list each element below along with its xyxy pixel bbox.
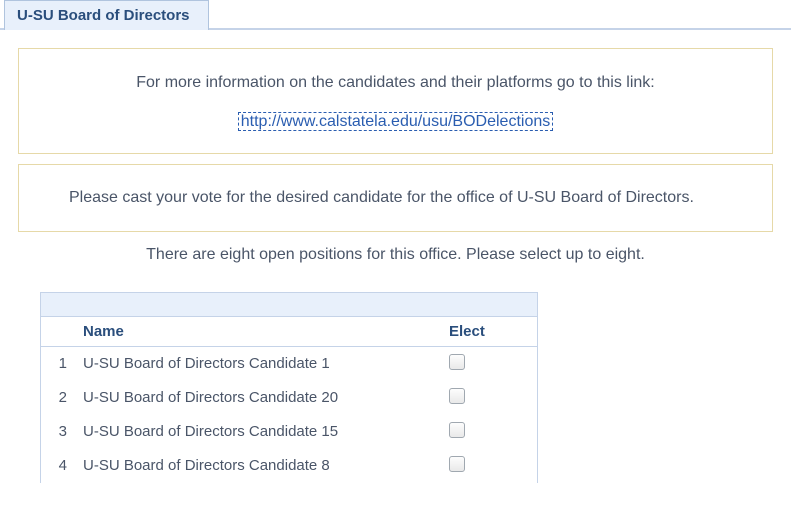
candidate-name: U-SU Board of Directors Candidate 1 — [75, 346, 441, 381]
row-number: 3 — [41, 415, 75, 449]
elect-checkbox[interactable] — [449, 456, 465, 472]
table-row: 3 U-SU Board of Directors Candidate 15 — [41, 415, 537, 449]
col-header-number — [41, 317, 75, 347]
table-row: 4 U-SU Board of Directors Candidate 8 — [41, 449, 537, 483]
vote-instruction-text: Please cast your vote for the desired ca… — [69, 185, 752, 211]
info-box: For more information on the candidates a… — [18, 48, 773, 154]
elect-checkbox[interactable] — [449, 388, 465, 404]
tab-label: U-SU Board of Directors — [17, 7, 190, 24]
vote-instruction-box: Please cast your vote for the desired ca… — [18, 164, 773, 232]
elect-checkbox[interactable] — [449, 354, 465, 370]
table-row: 1 U-SU Board of Directors Candidate 1 — [41, 346, 537, 381]
row-number: 4 — [41, 449, 75, 483]
candidates-table: Name Elect 1 U-SU Board of Directors Can… — [41, 317, 537, 483]
tab-board-directors[interactable]: U-SU Board of Directors — [4, 0, 209, 30]
table-toolbar — [41, 293, 537, 317]
positions-text: There are eight open positions for this … — [18, 246, 773, 264]
col-header-elect: Elect — [441, 317, 537, 347]
table-row: 2 U-SU Board of Directors Candidate 20 — [41, 381, 537, 415]
candidate-name: U-SU Board of Directors Candidate 15 — [75, 415, 441, 449]
col-header-name: Name — [75, 317, 441, 347]
tab-bar: U-SU Board of Directors — [0, 0, 791, 30]
info-link-row: http://www.calstatela.edu/usu/BODelectio… — [39, 113, 752, 131]
elect-checkbox[interactable] — [449, 422, 465, 438]
candidate-name: U-SU Board of Directors Candidate 8 — [75, 449, 441, 483]
bod-elections-link[interactable]: http://www.calstatela.edu/usu/BODelectio… — [238, 112, 554, 131]
row-number: 2 — [41, 381, 75, 415]
row-number: 1 — [41, 346, 75, 381]
candidates-table-wrap: Name Elect 1 U-SU Board of Directors Can… — [40, 292, 538, 483]
candidate-name: U-SU Board of Directors Candidate 20 — [75, 381, 441, 415]
info-line: For more information on the candidates a… — [39, 71, 752, 95]
